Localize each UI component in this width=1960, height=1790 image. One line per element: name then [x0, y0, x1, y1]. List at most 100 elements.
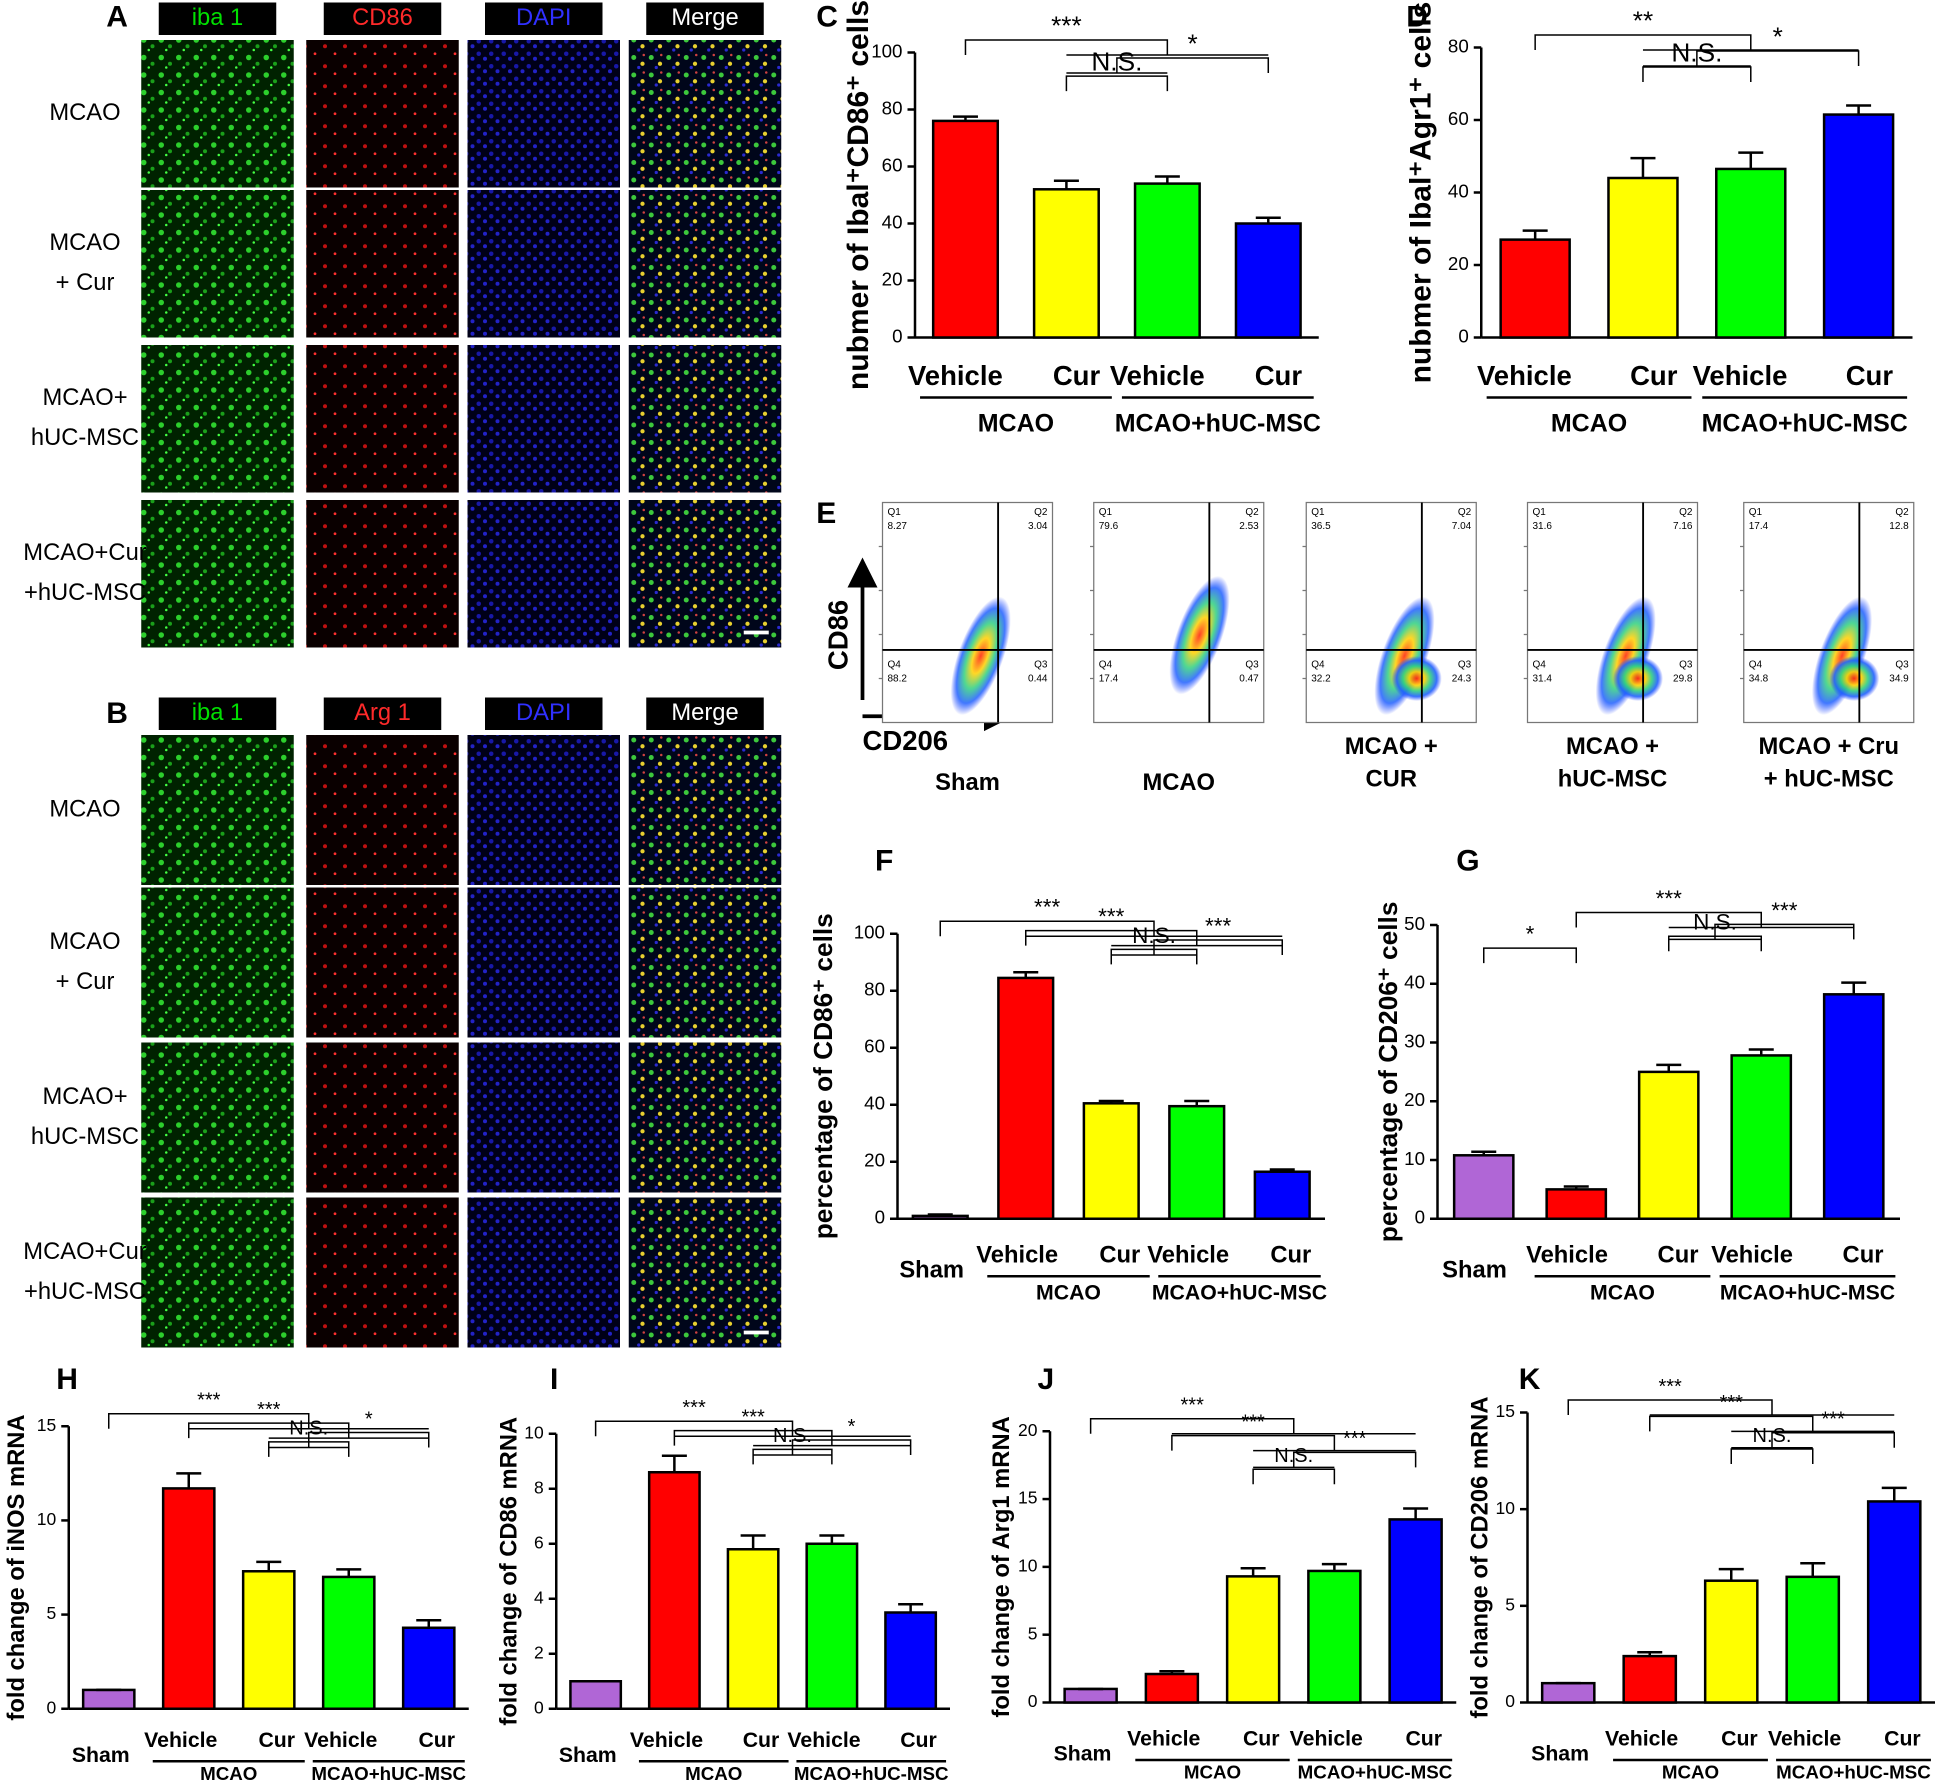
y-tick-label: 50 [1404, 913, 1425, 934]
x-tick-label: Cur [1884, 1727, 1921, 1751]
group-label: MCAO+hUC-MSC [1152, 1280, 1327, 1304]
error-bar [1098, 1099, 1124, 1104]
significance-label: *** [1098, 904, 1125, 929]
x-tick-label: Cur [900, 1728, 937, 1752]
error-bar [1013, 970, 1039, 978]
x-tick-label: Cur [1721, 1727, 1758, 1751]
y-tick-label: 20 [882, 268, 903, 289]
flow-density [1391, 656, 1442, 701]
micrograph [628, 1042, 782, 1193]
bar [931, 119, 1000, 339]
flow-label: Sham [935, 769, 1000, 796]
significance-label: *** [1051, 10, 1082, 40]
significance-bracket [1730, 1448, 1814, 1465]
x-tick-label: Cur [1843, 1242, 1884, 1269]
significance-label: ** [1633, 5, 1653, 35]
x-tick-label: Cur [1630, 360, 1678, 391]
significance-label: *** [1658, 1376, 1682, 1398]
bar [1388, 1518, 1443, 1704]
x-tick-label: Vehicle [1477, 360, 1572, 391]
bar [1234, 222, 1302, 339]
bar [1307, 1569, 1362, 1704]
micrograph [467, 190, 620, 338]
quadrant-value: 7.16 [1673, 521, 1693, 532]
error-bar [1255, 216, 1281, 224]
quadrant-value: 12.8 [1889, 521, 1909, 532]
quadrant-value: 7.04 [1452, 521, 1472, 532]
x-tick-label: Sham [559, 1743, 617, 1767]
significance-label: *** [1343, 1428, 1367, 1450]
group-label: MCAO [978, 410, 1054, 438]
group-label: MCAO [200, 1763, 257, 1784]
x-tick-label: Sham [72, 1743, 130, 1767]
bar [1703, 1579, 1759, 1704]
x-tick-label: Cur [258, 1728, 295, 1752]
quadrant-name: Q1 [1311, 507, 1325, 518]
error-bar [1522, 229, 1548, 240]
significance-bracket [594, 1420, 911, 1437]
micrograph [141, 1197, 294, 1348]
quadrant-name: Q3 [1034, 660, 1048, 671]
quadrant-value: 79.6 [1099, 521, 1119, 532]
panel-letter: A [106, 1, 128, 34]
x-tick-label: Cur [1099, 1242, 1140, 1269]
x-tick-label: Cur [1846, 360, 1894, 391]
bar [1540, 1681, 1596, 1704]
y-tick-label: 30 [1404, 1030, 1425, 1051]
flow-x-label: CD206 [863, 725, 949, 756]
quadrant-name: Q4 [1311, 660, 1325, 671]
row-label: MCAO [49, 795, 120, 822]
error-bar [1563, 1185, 1589, 1190]
significance-label: *** [1821, 1408, 1845, 1430]
significance-bracket [1668, 935, 1762, 952]
quadrant-name: Q2 [1458, 507, 1472, 518]
bar [1032, 188, 1100, 339]
row-label: MCAO+Cur [23, 539, 146, 566]
error-bar [1656, 1063, 1682, 1072]
panel-letter: F [875, 844, 893, 877]
error-bar [1269, 1168, 1295, 1172]
bar [1168, 1104, 1226, 1220]
panel-letter: C [816, 1, 838, 34]
significance-bracket [1252, 1468, 1336, 1485]
micrograph [306, 1042, 459, 1193]
group-label: MCAO+hUC-MSC [794, 1763, 949, 1784]
y-tick-label: 100 [854, 922, 885, 943]
group-label: MCAO [1662, 1762, 1719, 1783]
x-tick-label: Vehicle [1526, 1242, 1608, 1269]
row-label: hUC-MSC [31, 424, 139, 451]
group-label: MCAO+hUC-MSC [1720, 1280, 1895, 1304]
row-label: MCAO+ [42, 1083, 127, 1110]
y-tick-label: 0 [1458, 325, 1468, 346]
x-tick-label: Vehicle [1693, 360, 1788, 391]
error-bar [1738, 151, 1764, 169]
group-label: MCAO [1590, 1280, 1655, 1304]
panel-letter: I [550, 1363, 558, 1396]
row-label: + Cur [56, 968, 115, 995]
group-label: MCAO [685, 1763, 742, 1784]
panel-letter: E [816, 497, 836, 530]
group-label: MCAO+hUC-MSC [1115, 410, 1321, 438]
y-tick-label: 15 [1496, 1401, 1515, 1421]
x-tick-label: Vehicle [787, 1728, 860, 1752]
error-bar [1748, 1048, 1774, 1056]
significance-label: *** [1720, 1392, 1744, 1414]
quadrant-value: 31.4 [1533, 673, 1553, 684]
x-tick-label: Vehicle [1290, 1727, 1363, 1751]
channel-header: Merge [671, 699, 738, 726]
panel-letter: J [1038, 1363, 1055, 1396]
significance-bracket [1642, 66, 1752, 82]
y-tick-label: 60 [1448, 108, 1469, 129]
quadrant-name: Q3 [1458, 660, 1472, 671]
significance-bracket [1066, 57, 1270, 74]
significance-bracket [1642, 50, 1860, 67]
y-tick-label: 0 [47, 1697, 57, 1717]
micrograph [306, 500, 459, 648]
error-bar [1321, 1562, 1347, 1571]
channel-header-box [646, 2, 764, 35]
quadrant-value: 17.4 [1099, 673, 1119, 684]
x-tick-label: Vehicle [1127, 1727, 1200, 1751]
significance-label: *** [1771, 898, 1798, 923]
quadrant-value: 17.4 [1749, 521, 1769, 532]
micrograph [141, 1042, 294, 1193]
